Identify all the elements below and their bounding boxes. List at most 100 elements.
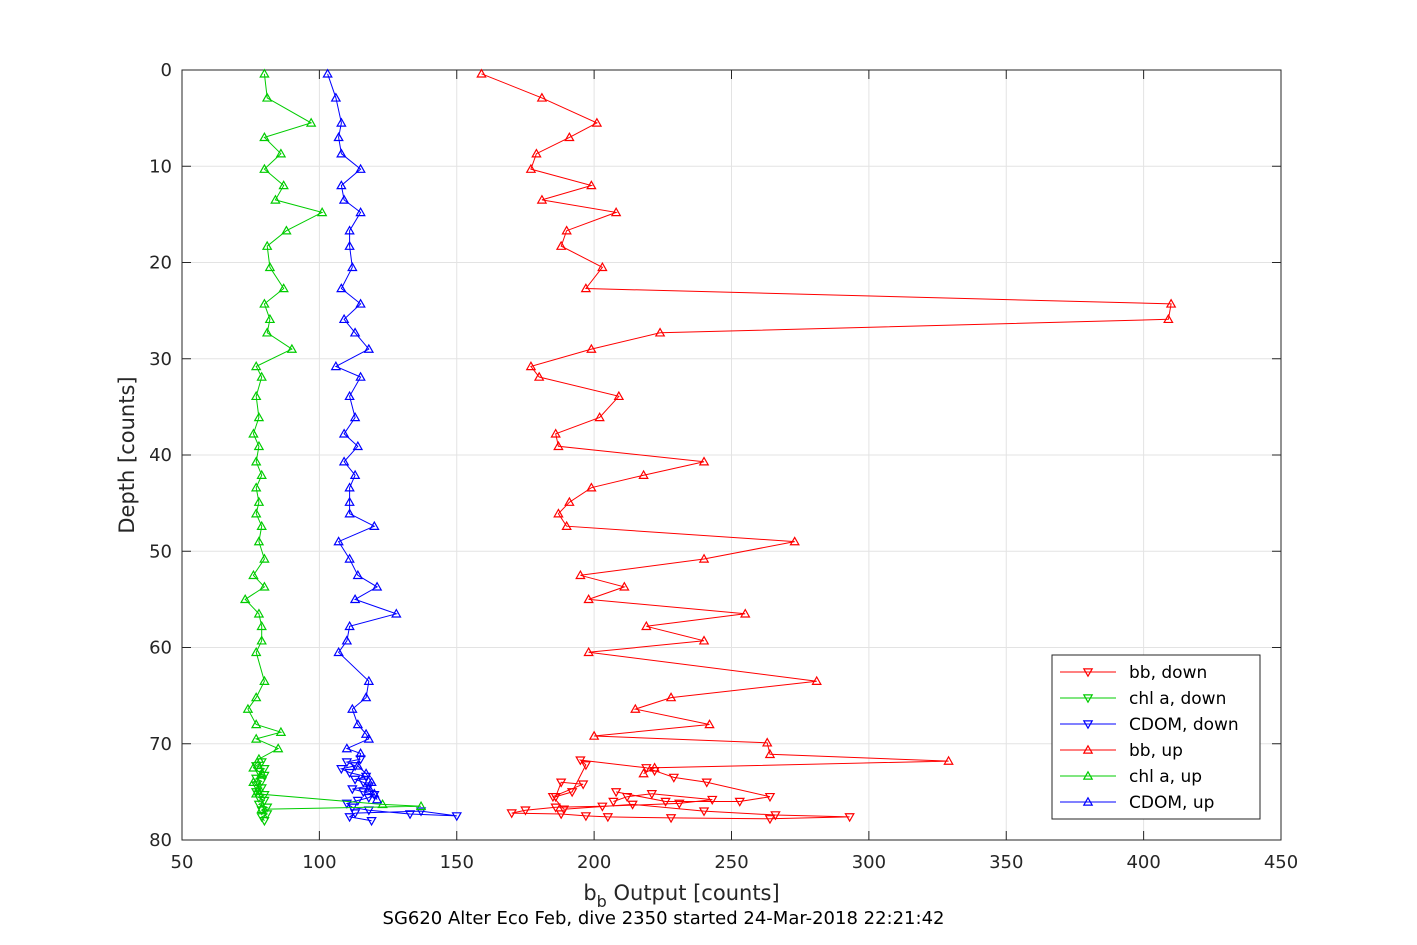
x-tick-label: 250	[714, 852, 748, 873]
data-point	[355, 298, 366, 308]
data-point	[404, 810, 416, 820]
data-point	[338, 428, 350, 438]
y-tick-label: 80	[149, 830, 172, 851]
data-point	[363, 782, 375, 792]
x-axis-label-rest: Output [counts]	[607, 881, 780, 905]
data-point	[415, 800, 427, 811]
data-point	[580, 761, 592, 771]
data-point	[336, 117, 347, 127]
legend-label: CDOM, up	[1129, 793, 1214, 813]
series-bb-down	[506, 756, 855, 825]
data-point	[259, 816, 270, 827]
data-point	[1163, 313, 1174, 324]
data-point	[253, 782, 265, 792]
data-point	[558, 805, 570, 815]
data-point	[588, 730, 600, 740]
series-bb-up	[476, 68, 1177, 778]
data-point	[638, 469, 649, 479]
series-line	[327, 73, 398, 800]
data-point	[627, 800, 638, 810]
legend-marker	[1082, 694, 1094, 704]
data-point	[654, 327, 666, 337]
data-point	[597, 261, 608, 272]
data-point	[256, 803, 267, 813]
data-point	[646, 790, 658, 800]
x-axis-label-subscript: b	[597, 892, 607, 911]
data-point	[344, 813, 355, 823]
data-point	[701, 778, 713, 788]
data-point	[259, 675, 270, 685]
y-tick-label: 50	[149, 541, 172, 562]
data-point	[259, 298, 270, 308]
legend-box	[1051, 654, 1261, 820]
data-point	[253, 536, 265, 546]
data-point	[275, 726, 287, 736]
data-point	[253, 412, 265, 422]
data-point	[597, 802, 608, 812]
data-point	[352, 569, 364, 580]
data-point	[369, 791, 380, 801]
data-point	[550, 792, 561, 803]
data-point	[371, 794, 383, 804]
data-point	[347, 785, 358, 795]
data-point	[256, 768, 267, 778]
data-point	[665, 692, 677, 702]
data-point	[344, 768, 355, 779]
data-point	[349, 775, 361, 785]
data-point	[358, 788, 369, 798]
data-point	[333, 536, 344, 546]
data-point	[322, 68, 333, 78]
data-point	[352, 760, 364, 770]
data-point	[239, 593, 251, 604]
data-point	[621, 792, 633, 803]
data-point	[281, 225, 292, 235]
data-point	[553, 440, 564, 451]
data-point	[707, 795, 718, 805]
legend-entry: bb, up	[1060, 741, 1183, 761]
data-point	[250, 361, 262, 371]
x-tick-label: 50	[171, 852, 194, 873]
data-point	[355, 207, 366, 217]
data-point	[740, 608, 751, 618]
data-point	[338, 313, 350, 324]
data-point	[250, 788, 262, 798]
series-layer	[239, 68, 1177, 827]
x-tick-label: 300	[852, 852, 886, 873]
data-point	[591, 117, 603, 127]
data-point	[256, 777, 267, 787]
data-point	[349, 469, 361, 479]
data-point	[531, 148, 542, 158]
x-tick-label: 400	[1126, 852, 1160, 873]
data-point	[586, 180, 597, 190]
data-point	[278, 180, 289, 190]
data-point	[520, 806, 531, 816]
series-cdom-up	[322, 68, 402, 804]
data-point	[583, 593, 594, 604]
data-point	[253, 496, 265, 506]
data-point	[261, 803, 273, 813]
data-point	[536, 194, 548, 204]
y-tick-label: 0	[161, 60, 172, 81]
data-point	[333, 646, 344, 657]
data-point	[583, 646, 594, 657]
x-ticks: 50 100 150 200 250 300 350 400 450	[171, 70, 1298, 873]
legend-marker	[1082, 796, 1094, 806]
data-point	[525, 361, 537, 371]
data-point	[550, 803, 561, 813]
data-point	[349, 593, 361, 604]
data-point	[533, 371, 545, 381]
legend-entry: chl a, down	[1060, 689, 1226, 709]
legend-entry: CDOM, up	[1060, 793, 1214, 813]
x-tick-label: 450	[1264, 852, 1298, 873]
data-point	[610, 207, 622, 217]
data-point	[264, 313, 276, 324]
data-point	[555, 778, 567, 788]
data-point	[770, 811, 781, 821]
data-point	[253, 608, 265, 618]
data-point	[250, 390, 262, 401]
data-point	[256, 806, 267, 816]
legend-label: chl a, down	[1129, 689, 1226, 709]
data-point	[641, 764, 652, 774]
y-tick-label: 40	[149, 445, 172, 466]
